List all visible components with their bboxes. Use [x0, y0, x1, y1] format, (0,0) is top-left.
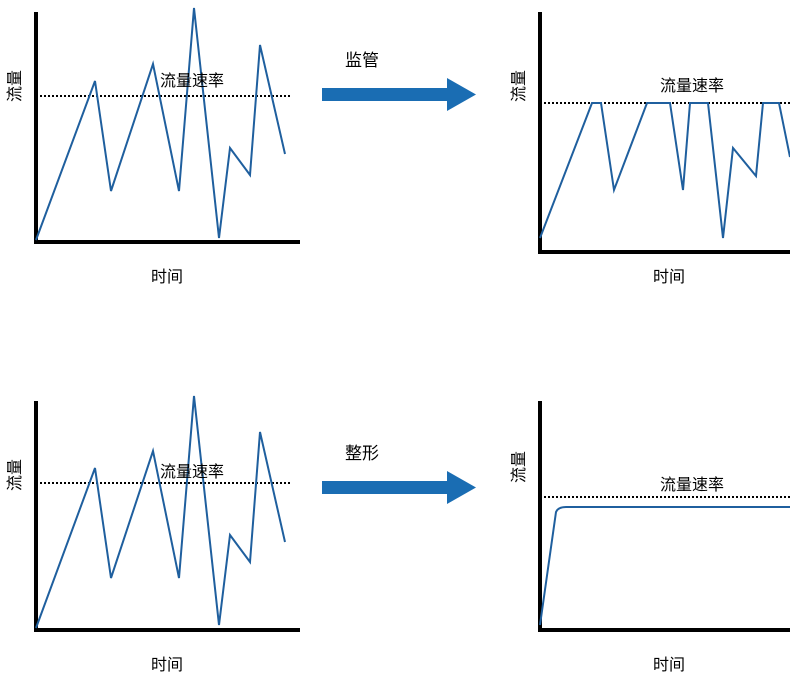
arrow-shaft	[322, 88, 450, 101]
x-axis-label: 时间	[151, 655, 183, 674]
rate-label: 流量速率	[660, 76, 724, 95]
traffic-line	[539, 102, 790, 239]
shaping-arrow: 整形	[322, 444, 476, 504]
y-axis-label: 流量	[509, 70, 528, 102]
y-axis-label: 流量	[5, 70, 24, 102]
panel-policing-before: 流量速率 流量 时间	[5, 7, 300, 286]
axis	[538, 401, 790, 632]
panel-shaping-after: 流量速率 流量 时间	[509, 401, 790, 674]
axis	[34, 12, 300, 244]
rate-label: 流量速率	[160, 462, 224, 481]
panel-policing-after: 流量速率 流量 时间	[509, 12, 790, 286]
x-axis-label: 时间	[653, 655, 685, 674]
panel-shaping-before: 流量速率 流量 时间	[5, 395, 300, 674]
traffic-line	[35, 395, 286, 629]
policing-label: 监管	[345, 51, 379, 71]
axis	[538, 12, 790, 254]
traffic-line	[539, 506, 790, 626]
arrow-head	[447, 78, 476, 111]
y-axis-label: 流量	[509, 451, 528, 483]
rate-label: 流量速率	[660, 475, 724, 494]
x-axis-label: 时间	[653, 267, 685, 286]
y-axis-label: 流量	[5, 459, 24, 491]
policing-arrow: 监管	[322, 51, 476, 111]
arrow-shaft	[322, 481, 450, 494]
axis	[34, 401, 300, 632]
shaping-label: 整形	[345, 444, 379, 464]
traffic-line	[35, 7, 286, 241]
arrow-head	[447, 471, 476, 504]
x-axis-label: 时间	[151, 267, 183, 286]
rate-label: 流量速率	[160, 71, 224, 90]
